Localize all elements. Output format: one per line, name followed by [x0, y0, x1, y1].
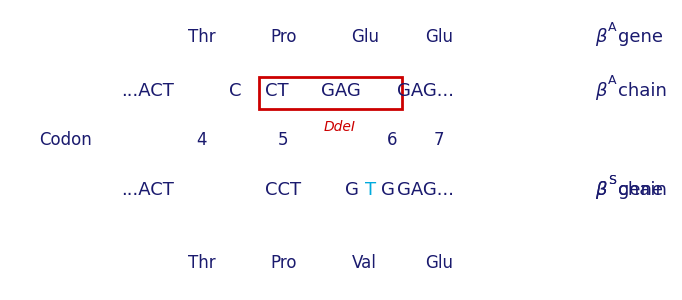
Text: T: T	[364, 181, 376, 199]
Text: chain: chain	[618, 82, 667, 100]
Text: Pro: Pro	[270, 254, 297, 272]
Text: Val: Val	[352, 254, 377, 272]
Text: ...ACT: ...ACT	[121, 181, 174, 199]
Text: gene: gene	[618, 181, 663, 199]
Text: S: S	[608, 174, 616, 187]
Text: 7: 7	[434, 130, 445, 148]
Text: Glu: Glu	[351, 28, 379, 46]
Text: GAG: GAG	[321, 82, 361, 100]
Text: 6: 6	[387, 130, 397, 148]
Text: Thr: Thr	[188, 28, 216, 46]
Text: chain: chain	[618, 181, 667, 199]
Text: C: C	[229, 82, 242, 100]
Text: Thr: Thr	[188, 254, 216, 272]
Text: Glu: Glu	[426, 28, 454, 46]
Text: 5: 5	[278, 130, 288, 148]
Text: CT: CT	[265, 82, 288, 100]
Text: G: G	[381, 181, 396, 199]
Text: β: β	[595, 28, 607, 46]
Text: GAG...: GAG...	[397, 82, 454, 100]
Text: β: β	[595, 181, 607, 199]
Text: 4: 4	[196, 130, 207, 148]
Text: β: β	[595, 82, 607, 100]
Text: gene: gene	[618, 28, 663, 46]
Text: S: S	[608, 174, 616, 187]
Text: Glu: Glu	[426, 254, 454, 272]
Text: Codon: Codon	[39, 130, 91, 148]
Text: A: A	[608, 21, 617, 34]
Text: ...ACT: ...ACT	[121, 82, 174, 100]
Text: G: G	[345, 181, 359, 199]
Text: DdeI: DdeI	[323, 120, 355, 134]
Text: β: β	[595, 181, 607, 199]
Text: GAG...: GAG...	[397, 181, 454, 199]
Text: CCT: CCT	[265, 181, 301, 199]
Text: Pro: Pro	[270, 28, 297, 46]
Text: A: A	[608, 74, 617, 87]
